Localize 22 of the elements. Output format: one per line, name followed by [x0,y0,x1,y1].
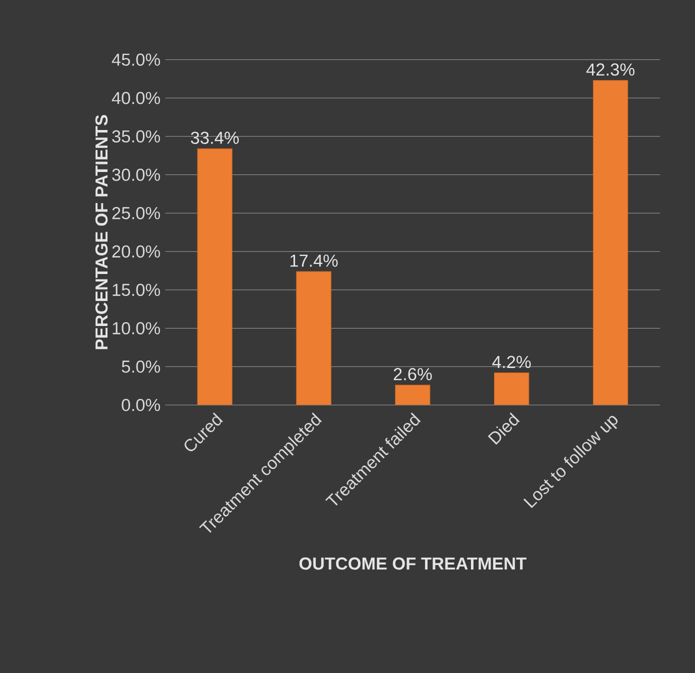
y-axis-title: PERCENTAGE OF PATIENTS [95,115,108,350]
bar [197,148,232,405]
bar [296,271,332,405]
data-label: 33.4% [190,132,239,144]
data-label: 4.2% [492,356,531,368]
data-label: 42.3% [586,63,634,76]
y-tick-label: 40.0% [112,92,160,104]
bar [592,80,628,405]
y-tick-label: 45.0% [112,54,160,66]
data-label: 17.4% [290,254,338,267]
y-tick-label: 25.0% [112,207,160,220]
y-tick-label: 0.0% [122,398,160,412]
y-tick-label: 20.0% [112,245,160,258]
x-axis-title: OUTCOME OF TREATMENT [299,557,526,570]
bar [494,372,530,405]
bar [395,384,430,405]
y-tick-label: 5.0% [122,360,160,373]
y-tick-label: 10.0% [112,322,160,334]
data-label: 2.6% [394,368,432,380]
y-tick-label: 15.0% [112,284,160,296]
y-tick-label: 30.0% [112,168,160,181]
y-tick-label: 35.0% [112,130,160,143]
